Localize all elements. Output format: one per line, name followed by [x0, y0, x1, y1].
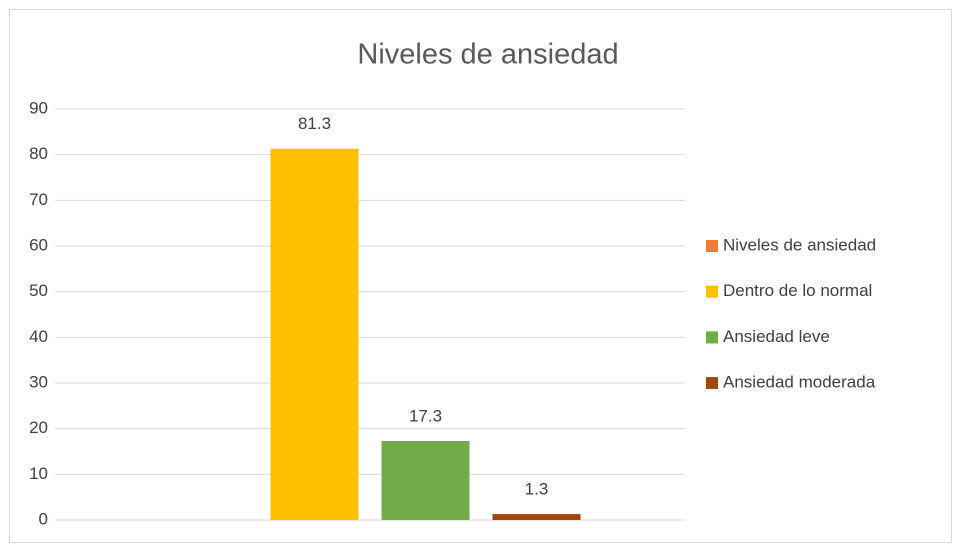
data-label: 81.3 — [298, 114, 331, 133]
y-tick-label: 70 — [29, 190, 48, 209]
y-tick-label: 10 — [29, 464, 48, 483]
chart-border — [9, 9, 952, 543]
y-tick-label: 20 — [29, 418, 48, 437]
bar — [381, 440, 470, 520]
legend-swatch — [706, 285, 718, 298]
y-tick-label: 60 — [29, 235, 48, 254]
legend-label: Ansiedad moderada — [723, 373, 876, 392]
y-tick-label: 80 — [29, 144, 48, 163]
y-tick-label: 30 — [29, 372, 48, 391]
legend-swatch — [706, 240, 718, 252]
bar — [492, 514, 581, 520]
y-tick-label: 50 — [29, 281, 48, 300]
bar — [270, 148, 359, 521]
data-label: 17.3 — [409, 406, 442, 425]
y-tick-label: 40 — [29, 327, 48, 346]
legend-label: Dentro de lo normal — [723, 281, 872, 300]
y-tick-label: 0 — [39, 509, 48, 528]
legend-label: Niveles de ansiedad — [723, 235, 876, 254]
legend-swatch — [706, 331, 718, 344]
chart-title: Niveles de ansiedad — [357, 39, 618, 71]
legend-label: Ansiedad leve — [723, 327, 830, 346]
y-tick-label: 90 — [29, 98, 48, 117]
data-label: 1.3 — [525, 480, 549, 499]
legend-swatch — [706, 377, 718, 390]
